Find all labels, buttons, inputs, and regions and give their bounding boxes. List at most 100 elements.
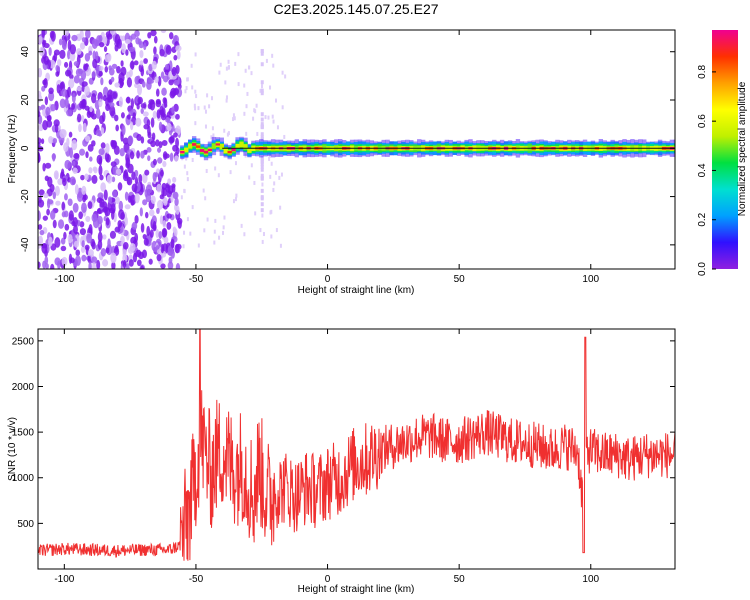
heatmap-cell — [284, 74, 287, 79]
heatmap-cell — [218, 235, 221, 240]
heatmap-cell — [158, 231, 162, 239]
heatmap-cell — [87, 201, 93, 209]
heatmap-cell — [44, 162, 52, 169]
heatmap-cell — [186, 217, 189, 222]
heatmap-cell — [164, 64, 170, 70]
heatmap-cell — [264, 115, 267, 120]
heatmap-cell — [143, 238, 149, 246]
heatmap-cell — [188, 143, 193, 149]
heatmap-cell — [227, 131, 230, 136]
heatmap-cell — [191, 85, 194, 90]
heatmap-cell — [38, 261, 41, 269]
heatmap-cell — [253, 180, 256, 185]
heatmap-cell — [186, 171, 189, 176]
heatmap-cell — [74, 184, 79, 195]
heatmap-cell — [137, 96, 143, 105]
heatmap-cell — [82, 196, 87, 203]
snr-y-ticks: 500 1000 1500 2000 2500 — [12, 336, 675, 530]
heatmap-cell — [79, 30, 84, 40]
heatmap-cell — [138, 41, 144, 49]
heatmap-cell — [260, 91, 264, 96]
heatmap-cell — [139, 207, 143, 217]
heatmap-cell — [71, 139, 78, 151]
heatmap-cell — [165, 184, 171, 193]
heatmap-cell — [213, 240, 216, 245]
heatmap-cell — [100, 247, 107, 257]
heatmap-cell — [88, 261, 92, 269]
heatmap-cell — [274, 170, 277, 175]
heatmap-cell — [204, 109, 207, 114]
colorbar-ticks: 0.0 0.2 0.4 0.6 0.8 — [697, 64, 716, 276]
heatmap-cell — [116, 66, 121, 74]
heatmap-cell — [102, 234, 107, 240]
heatmap-cell — [133, 60, 139, 66]
heatmap-cell — [162, 160, 167, 168]
heatmap-cell — [270, 234, 273, 239]
heatmap-cell — [159, 105, 164, 116]
heatmap-cell — [180, 150, 185, 154]
heatmap-cell — [180, 195, 183, 200]
x-tick-label: 50 — [454, 574, 466, 585]
heatmap-cell — [260, 173, 264, 178]
spectrogram-frame — [37, 29, 676, 270]
heatmap-cell — [199, 149, 205, 152]
heatmap-cell — [173, 54, 178, 61]
heatmap-cell — [48, 87, 54, 95]
heatmap-cell — [248, 175, 251, 180]
heatmap-cell — [243, 83, 246, 88]
heatmap-cell — [156, 254, 162, 262]
colorbar-tick-label: 0.2 — [697, 212, 708, 226]
heatmap-cell — [73, 153, 80, 159]
heatmap-cell — [43, 77, 48, 89]
heatmap-cell — [61, 201, 66, 211]
heatmap-cell — [260, 88, 264, 93]
heatmap-cell — [250, 163, 253, 168]
heatmap-cell — [272, 119, 275, 124]
heatmap-cell — [152, 158, 157, 166]
heatmap-cell — [279, 205, 282, 210]
heatmap-cell — [119, 148, 125, 157]
heatmap-cell — [176, 50, 181, 60]
heatmap-cell — [105, 247, 110, 254]
heatmap-cell — [172, 226, 177, 234]
heatmap-cell — [88, 224, 93, 235]
heatmap-cell — [112, 140, 118, 149]
heatmap-cell — [114, 82, 120, 88]
heatmap-cell — [41, 243, 48, 249]
heatmap-cell — [260, 112, 264, 117]
heatmap-cell — [89, 105, 93, 113]
heatmap-cell — [130, 33, 137, 40]
heatmap-cell — [168, 79, 174, 86]
heatmap-cell — [81, 185, 87, 195]
heatmap-cell — [204, 124, 207, 129]
heatmap-cell — [191, 157, 194, 162]
heatmap-cell — [151, 60, 157, 70]
heatmap-cell — [81, 240, 85, 248]
heatmap-cell — [88, 167, 93, 174]
heatmap-cell — [130, 199, 135, 206]
heatmap-cell — [153, 246, 157, 253]
colorbar-tick-label: 0.8 — [697, 64, 708, 78]
heatmap-cell — [66, 109, 73, 117]
heatmap-cell — [121, 43, 126, 54]
heatmap-cell — [243, 111, 246, 116]
heatmap-cell — [117, 220, 122, 228]
heatmap-cell — [55, 64, 60, 72]
heatmap-cell — [234, 61, 237, 66]
heatmap-cell — [67, 234, 73, 244]
heatmap-cell — [145, 211, 149, 219]
heatmap-cell — [80, 245, 86, 254]
heatmap-cell — [103, 189, 108, 201]
heatmap-cell — [50, 210, 56, 220]
heatmap-cell — [219, 143, 224, 150]
heatmap-cell — [38, 110, 41, 118]
heatmap-cell — [71, 103, 76, 110]
heatmap-cell — [38, 123, 44, 132]
heatmap-cell — [239, 141, 244, 148]
heatmap-cell — [63, 142, 69, 153]
heatmap-cell — [109, 105, 116, 117]
heatmap-cell — [191, 205, 194, 210]
heatmap-cell — [141, 249, 148, 259]
heatmap-cell — [159, 215, 164, 225]
heatmap-cell — [112, 91, 118, 99]
